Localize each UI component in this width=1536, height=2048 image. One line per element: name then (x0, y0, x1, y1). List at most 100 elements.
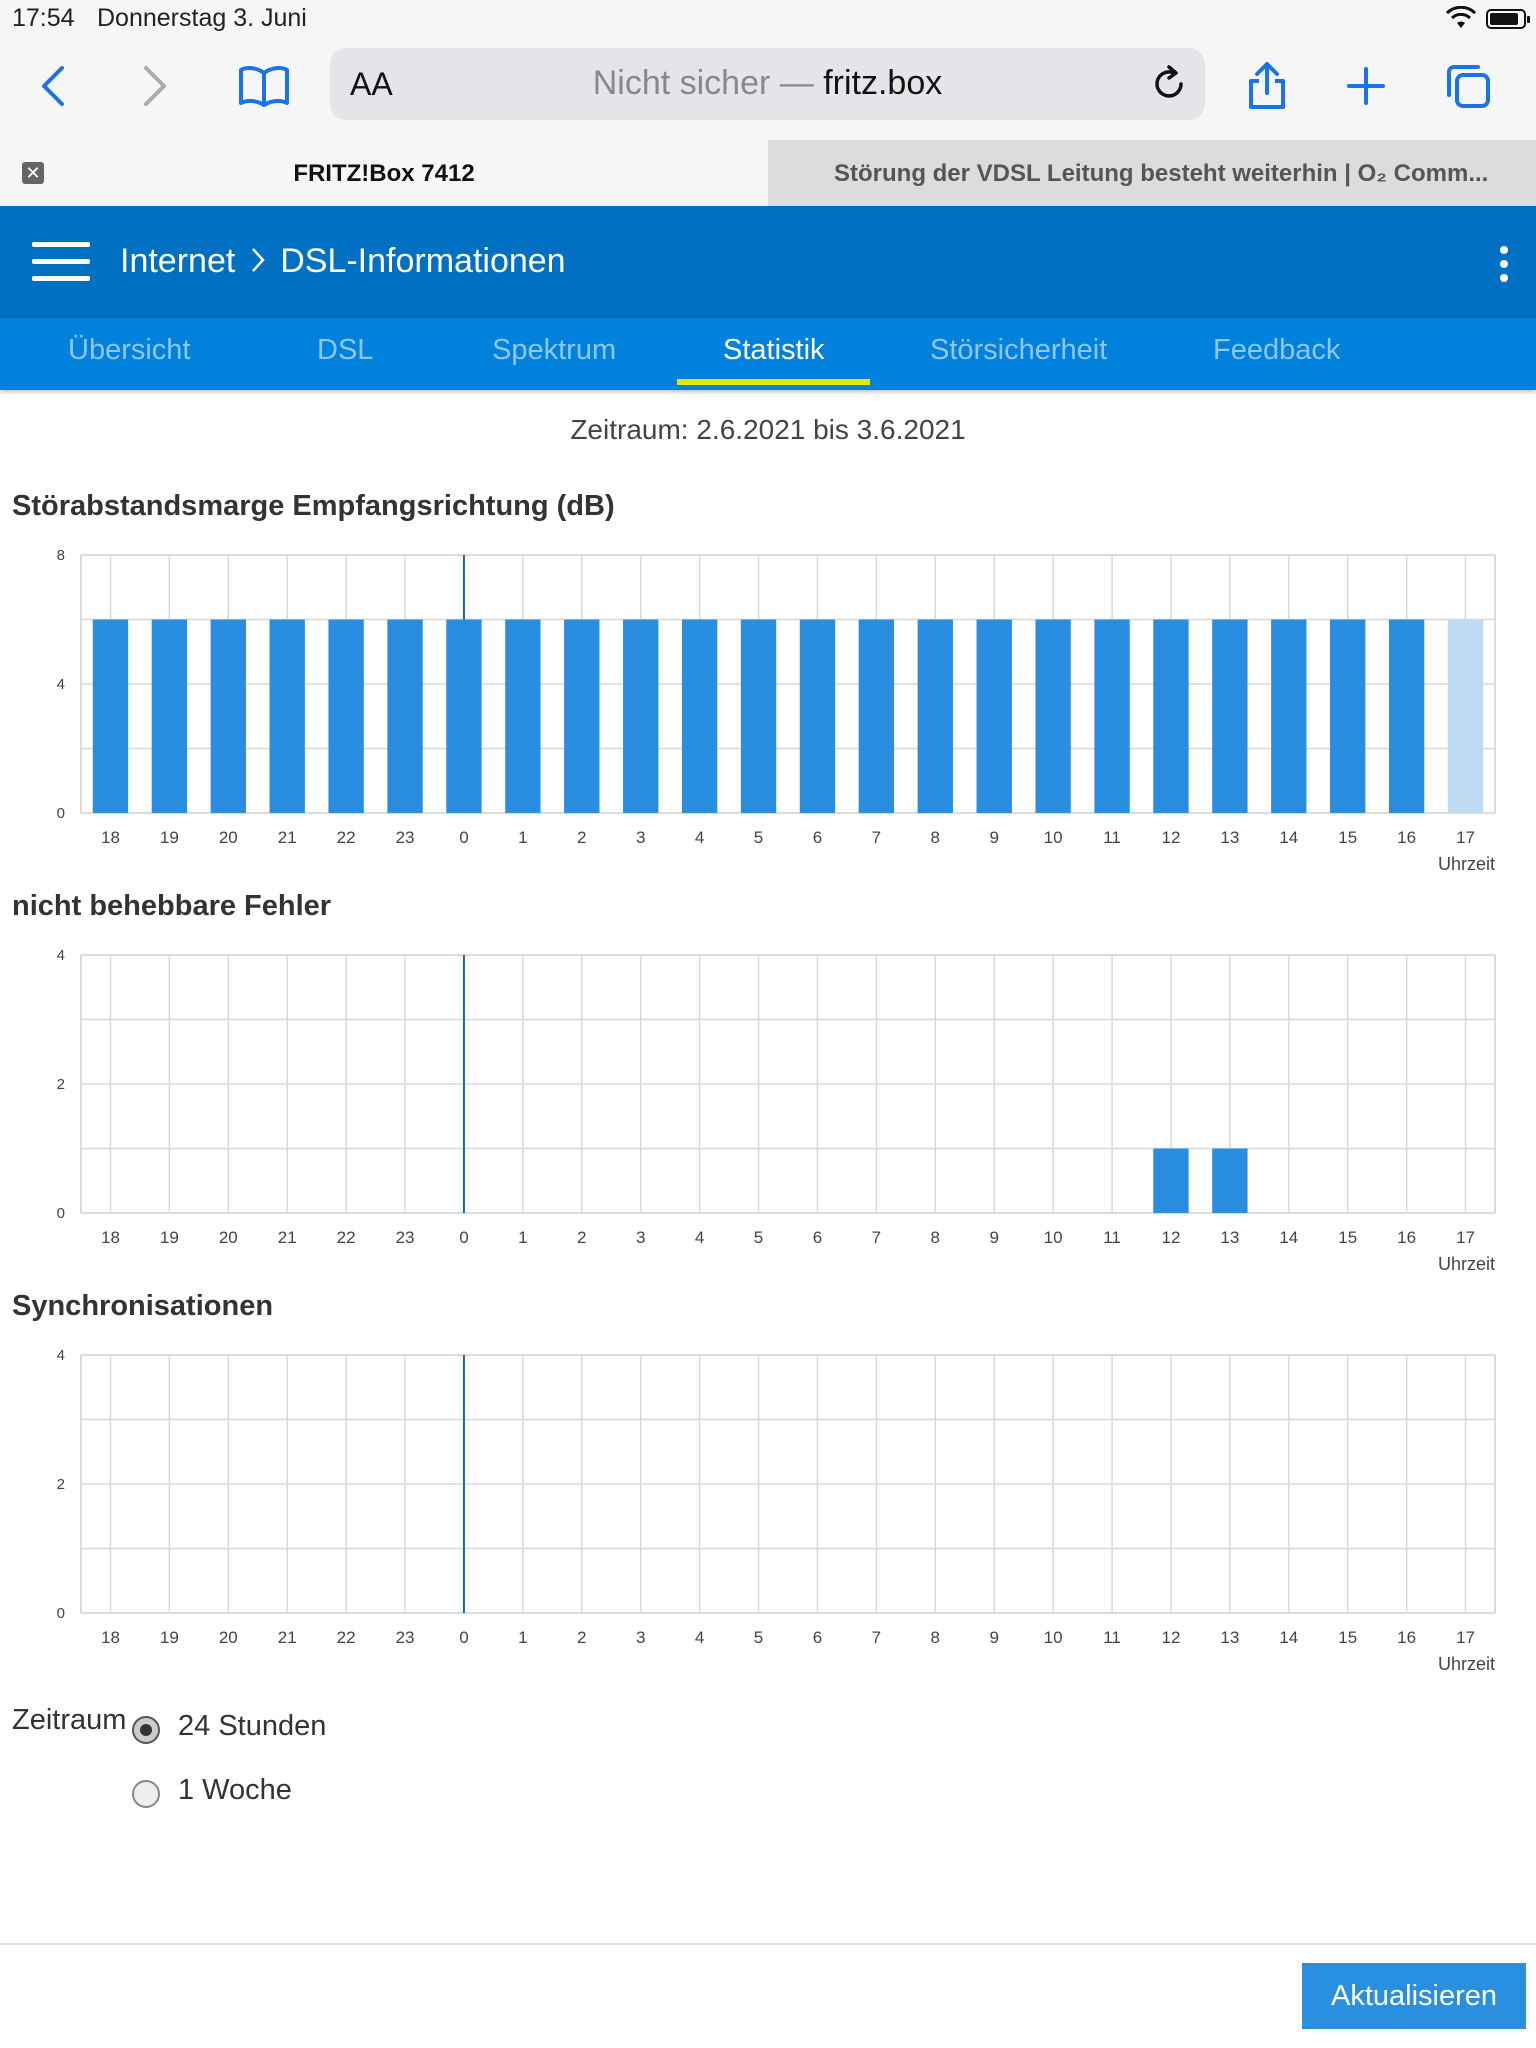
y-tick-label: 4 (57, 1347, 65, 1364)
chevron-right-icon (245, 242, 271, 280)
y-tick-label: 0 (57, 1605, 65, 1622)
text-size-button[interactable]: AA (350, 66, 393, 102)
period-text: Zeitraum: 2.6.2021 bis 3.6.2021 (570, 414, 966, 445)
footer-divider (0, 1943, 1536, 1945)
x-axis-label: Uhrzeit (1438, 1654, 1495, 1674)
back-icon[interactable] (25, 58, 81, 114)
chart-title: Synchronisationen (12, 1290, 274, 1322)
bar (799, 619, 836, 813)
x-tick-label: 7 (872, 1228, 881, 1247)
tabs-overview-icon[interactable] (1440, 58, 1496, 114)
x-tick-label: 8 (931, 1228, 940, 1247)
bar (1035, 619, 1071, 813)
x-tick-label: 19 (160, 1228, 179, 1247)
bar (1153, 619, 1189, 813)
x-tick-label: 3 (636, 1228, 645, 1247)
forward-icon[interactable] (127, 58, 183, 114)
x-tick-label: 11 (1103, 1628, 1121, 1647)
y-tick-label: 2 (57, 1476, 65, 1493)
bar (1094, 619, 1130, 813)
x-tick-label: 14 (1279, 828, 1298, 847)
x-tick-label: 9 (989, 828, 998, 847)
y-tick-label: 0 (57, 1205, 65, 1222)
bookmarks-icon[interactable] (236, 58, 292, 114)
x-tick-label: 15 (1338, 1228, 1357, 1247)
y-tick-label: 4 (57, 947, 65, 964)
x-tick-label: 3 (636, 1628, 645, 1647)
radio-24h[interactable] (132, 1716, 160, 1744)
refresh-button[interactable]: Aktualisieren (1302, 1963, 1526, 2029)
bar (1330, 619, 1366, 813)
x-tick-label: 2 (577, 1628, 586, 1647)
bar (858, 619, 895, 813)
status-date: Donnerstag 3. Juni (97, 4, 307, 32)
battery-icon (1486, 9, 1530, 29)
x-tick-label: 1 (518, 1228, 527, 1247)
bar (446, 619, 482, 813)
timespan-label: Zeitraum (12, 1704, 127, 1736)
browser-tab-active[interactable]: ✕ FRITZ!Box 7412 (0, 140, 768, 206)
reload-icon[interactable] (1147, 62, 1191, 111)
x-tick-label: 16 (1397, 828, 1416, 847)
bar (623, 619, 659, 813)
x-tick-label: 15 (1338, 1628, 1357, 1647)
x-tick-label: 11 (1103, 828, 1121, 847)
url-text: Nicht sicher — fritz.box (592, 64, 943, 102)
x-tick-label: 19 (160, 1628, 179, 1647)
bar (976, 619, 1012, 813)
x-tick-label: 0 (459, 1228, 468, 1247)
x-tick-label: 22 (337, 1628, 356, 1647)
bar (151, 619, 188, 813)
tab-statistik[interactable]: Statistik (723, 334, 825, 366)
x-tick-label: 0 (459, 1628, 468, 1647)
bar (1212, 1148, 1248, 1213)
x-tick-label: 17 (1456, 1228, 1475, 1247)
bar (740, 619, 777, 813)
breadcrumb-section[interactable]: Internet (120, 242, 236, 280)
x-tick-label: 18 (101, 1228, 120, 1247)
radio-1-week[interactable] (132, 1780, 160, 1808)
tab-stoersicherheit[interactable]: Störsicherheit (930, 334, 1108, 366)
bar (505, 619, 541, 813)
x-tick-label: 20 (219, 1228, 238, 1247)
tab-spektrum[interactable]: Spektrum (492, 334, 617, 366)
bar (92, 619, 129, 813)
new-tab-icon[interactable] (1338, 58, 1394, 114)
active-tab-indicator (677, 379, 870, 385)
tab-feedback[interactable]: Feedback (1213, 334, 1341, 366)
synchronisations-chart: 0 2 4 18 19 20 21 22 23 0 1 2 3 4 5 6 7 8 9 10 11 12 13 14 15 16 1… (0, 1340, 1536, 1680)
x-tick-label: 3 (636, 828, 645, 847)
radio-1-week-label[interactable]: 1 Woche (178, 1774, 292, 1806)
x-tick-label: 18 (101, 1628, 120, 1647)
tab-uebersicht[interactable]: Übersicht (68, 334, 191, 366)
y-tick-label: 4 (57, 676, 65, 693)
share-icon[interactable] (1239, 58, 1295, 114)
x-tick-label: 2 (577, 828, 586, 847)
x-tick-label: 20 (219, 1628, 238, 1647)
address-bar[interactable]: AA Nicht sicher — fritz.box (330, 48, 1205, 120)
close-tab-icon[interactable]: ✕ (22, 162, 44, 184)
bar (1447, 619, 1484, 813)
x-tick-label: 11 (1103, 1228, 1121, 1247)
tab-dsl[interactable]: DSL (317, 334, 374, 366)
x-tick-label: 5 (754, 1228, 763, 1247)
status-time: 17:54 (12, 4, 75, 32)
x-tick-label: 12 (1161, 1628, 1180, 1647)
more-options-icon[interactable] (1500, 246, 1510, 288)
bar (917, 619, 953, 813)
x-tick-label: 8 (931, 828, 940, 847)
bar (564, 619, 600, 813)
x-axis-label: Uhrzeit (1438, 854, 1495, 874)
x-tick-label: 19 (160, 828, 179, 847)
x-tick-label: 7 (872, 828, 881, 847)
chart-title: Störabstandsmarge Empfangsrichtung (dB) (12, 490, 615, 522)
menu-icon[interactable] (32, 242, 90, 282)
bar (1271, 619, 1307, 813)
browser-tab[interactable]: Störung der VDSL Leitung besteht weiterh… (768, 140, 1536, 206)
x-tick-label: 23 (396, 1628, 415, 1647)
x-tick-label: 1 (518, 1628, 527, 1647)
sub-navigation: Übersicht DSL Spektrum Statistik Störsic… (0, 318, 1536, 390)
bar (681, 619, 718, 813)
radio-24h-label[interactable]: 24 Stunden (178, 1710, 327, 1742)
